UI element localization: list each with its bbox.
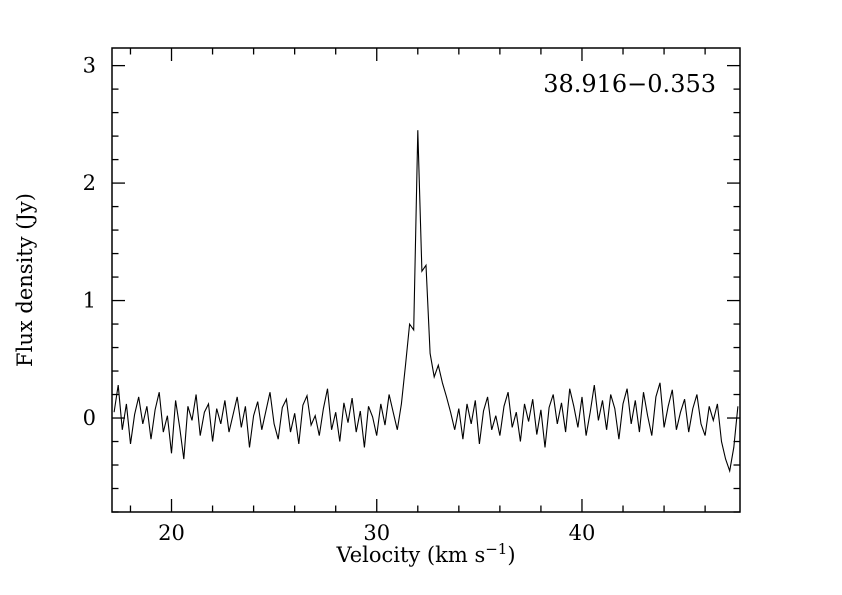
axes-box <box>111 47 741 513</box>
y-tick-label: 0 <box>83 406 96 430</box>
x-axis-title-end: ) <box>507 543 515 567</box>
x-axis-title-sup: −1 <box>485 540 507 558</box>
y-tick-label: 1 <box>83 289 96 313</box>
x-tick-label: 40 <box>569 521 596 545</box>
spectrum-line <box>113 130 739 474</box>
source-label: 38.916−0.353 <box>543 70 716 98</box>
x-axis-title: Velocity (km s−1) <box>335 540 515 567</box>
x-tick-label: 30 <box>363 521 390 545</box>
y-tick-label: 2 <box>83 171 96 195</box>
y-tick-label: 3 <box>83 54 96 78</box>
y-axis-title: Flux density (Jy) <box>13 193 37 367</box>
x-axis-title-main: Velocity (km s <box>335 543 485 567</box>
plot-dynamic-layer: 20 30 40 0 1 2 3 <box>83 48 740 545</box>
x-tick-label: 20 <box>158 521 185 545</box>
